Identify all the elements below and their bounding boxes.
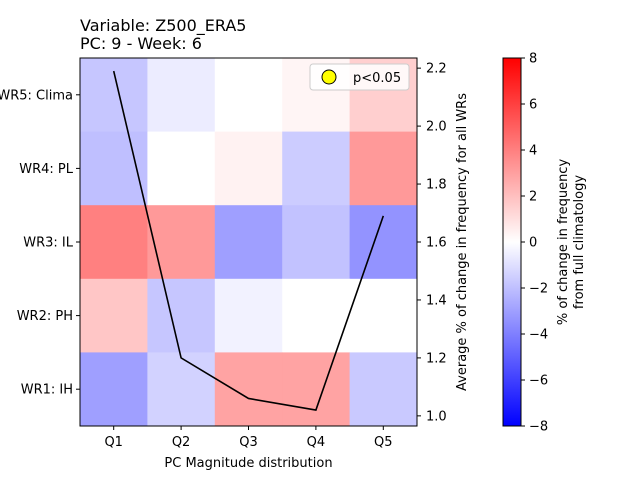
legend-label: p<0.05 [353,71,401,86]
colorbar-tick-label: 4 [529,144,537,159]
colorbar-tick-label: 0 [529,236,537,251]
y2-tick-label: 1.4 [426,293,447,308]
heatmap-cell [214,278,283,353]
heatmap-cell [214,205,283,280]
legend: p<0.05 [309,63,410,91]
legend-box [309,63,410,91]
y2-tick-label: 1.2 [426,351,447,366]
average-change-polyline [112,70,385,411]
colorbar-ticks: −8 −6 −4 −2 0 2 4 6 8 [521,52,548,435]
heatmap-cell [80,58,148,133]
x-axis-label: PC Magnitude distribution [164,456,332,471]
heatmap-cell [147,58,216,133]
heatmap-cell [282,131,351,206]
x-tick-label: Q4 [307,435,326,450]
colorbar-tick-label: −2 [529,282,548,297]
chart-title-line-1: Variable: Z500_ERA5 [80,16,246,36]
heatmap-cell [80,352,148,427]
heatmap-cell [349,131,418,206]
heatmap-cell [214,352,283,427]
heatmap-cell [80,205,148,280]
plot-frame [79,57,418,427]
y2-tick-label: 2.2 [426,62,447,77]
y2-tick-label: 1.6 [426,236,447,251]
heatmap-cell [147,352,216,427]
colorbar [502,57,522,427]
colorbar-tick-label: 8 [529,52,537,67]
heatmap-cell [147,205,216,280]
heatmap-cell [282,205,351,280]
colorbar-tick-label: −4 [529,328,548,343]
heatmap-cell [80,131,148,206]
secondary-y-axis-ticks: 1.0 1.2 1.4 1.6 1.8 2.0 2.2 [417,62,447,424]
colorbar-tick-label: −6 [529,374,548,389]
y-tick-label: WR4: PL [19,162,74,177]
heatmap-cell [349,352,418,427]
heatmap-cell [214,58,283,133]
y-axis-ticks: WR5: Clima WR4: PL WR3: IL WR2: PH WR1: IH [0,88,80,398]
x-tick-label: Q5 [374,435,393,450]
average-change-line [112,70,385,411]
x-tick-label: Q3 [239,435,258,450]
colorbar-tick-label: 6 [529,98,537,113]
heatmap-cell [80,278,148,353]
y2-tick-label: 1.0 [426,409,447,424]
y-tick-label: WR5: Clima [0,88,73,103]
colorbar-tick-label: 2 [529,190,537,205]
legend-marker [321,69,337,85]
y-tick-label: WR2: PH [17,309,73,324]
colorbar-label-line-1: % of change in frequency [556,159,571,326]
colorbar-label-line-2: from full climatology [572,175,587,309]
chart-title-line-2: PC: 9 - Week: 6 [80,34,202,53]
heatmap-cell [282,278,351,353]
y-tick-label: WR3: IL [23,236,74,251]
heatmap-cell [349,278,418,353]
heatmap-cell [147,131,216,206]
heatmap-cell [147,278,216,353]
secondary-y-axis-label: Average % of change in frequency for all… [455,93,470,391]
y2-tick-label: 2.0 [426,120,447,135]
y-tick-label: WR1: IH [21,383,73,398]
y2-tick-label: 1.8 [426,178,447,193]
x-tick-label: Q2 [172,435,191,450]
x-tick-label: Q1 [104,435,123,450]
colorbar-tick-label: −8 [529,420,548,435]
heatmap-cells [80,58,418,427]
heatmap-cell [214,131,283,206]
heatmap-cell [282,352,351,427]
x-axis-ticks: Q1 Q2 Q3 Q4 Q5 [104,426,393,450]
